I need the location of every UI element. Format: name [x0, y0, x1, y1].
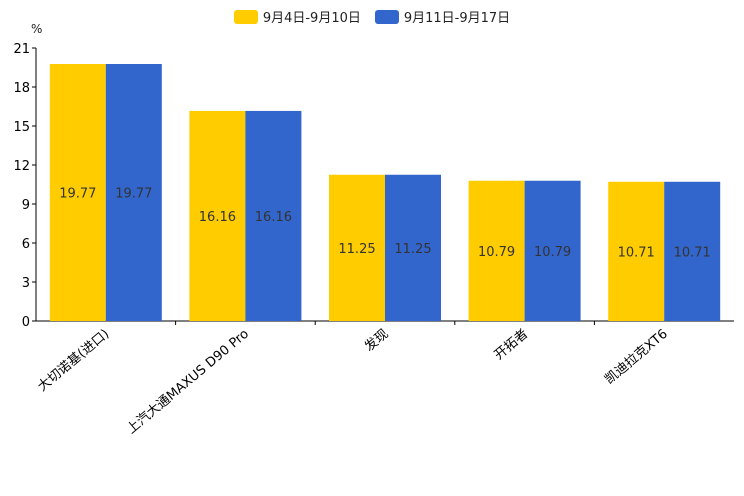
data-label: 16.16 — [255, 210, 292, 225]
bar-series-2 — [664, 181, 721, 321]
legend-label-series-1: 9月4日-9月10日 — [262, 11, 361, 26]
y-tick-label: 12 — [13, 159, 30, 174]
bar-series-2 — [105, 63, 162, 322]
data-label: 16.16 — [199, 210, 236, 225]
data-label: 11.25 — [338, 242, 375, 257]
data-label: 10.71 — [674, 245, 711, 260]
data-label: 11.25 — [394, 242, 431, 257]
bar-series-1 — [329, 174, 385, 321]
x-category-label: 开拓者 — [492, 327, 532, 364]
y-tick-label: 6 — [22, 237, 30, 252]
data-label: 19.77 — [115, 186, 152, 201]
x-category-label: 大切诺基(进口) — [35, 327, 112, 395]
y-tick-label: 0 — [22, 315, 30, 330]
data-label: 19.77 — [59, 186, 96, 201]
bar-series-1 — [189, 110, 246, 321]
data-label: 10.71 — [618, 245, 655, 260]
data-label: 10.79 — [534, 245, 571, 260]
legend-swatch-series-1 — [233, 9, 258, 24]
bar-series-2 — [385, 174, 441, 321]
y-tick-label: 9 — [22, 198, 30, 213]
bar-series-1 — [49, 63, 106, 322]
x-category-label: 发现 — [361, 326, 391, 355]
bar-series-1 — [468, 180, 525, 321]
legend: 9月4日-9月10日 9月11日-9月17日 — [0, 7, 744, 26]
x-category-label: 凯迪拉克XT6 — [602, 327, 671, 388]
bar-series-1 — [608, 181, 665, 321]
y-tick-label: 15 — [13, 120, 30, 135]
y-tick-label: 18 — [13, 81, 30, 96]
y-tick-label: 21 — [13, 42, 30, 57]
legend-item-series-2[interactable]: 9月11日-9月17日 — [374, 7, 511, 26]
x-category-label: 上汽大通MAXUS D90 Pro — [124, 327, 252, 438]
bar-series-2 — [245, 110, 302, 321]
y-axis-unit-label: % — [31, 22, 43, 36]
y-tick-label: 3 — [22, 276, 30, 291]
data-label: 10.79 — [478, 245, 515, 260]
legend-swatch-series-2 — [374, 9, 399, 24]
legend-item-series-1[interactable]: 9月4日-9月10日 — [233, 7, 361, 26]
legend-label-series-2: 9月11日-9月17日 — [403, 11, 511, 26]
bar-series-2 — [524, 180, 581, 321]
